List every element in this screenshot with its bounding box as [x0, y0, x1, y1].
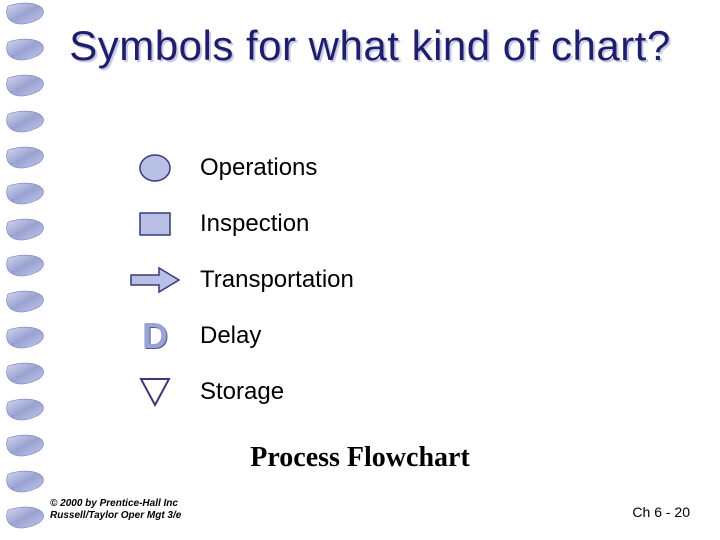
answer-text: Process Flowchart — [0, 442, 720, 474]
page-number: Ch 6 - 20 — [632, 504, 690, 520]
symbol-row-operations: Operations — [120, 140, 620, 196]
copyright-line1: © 2000 by Prentice-Hall Inc — [50, 498, 181, 510]
symbol-list: Operations Inspection Transportation D D… — [120, 140, 620, 420]
copyright-line2: Russell/Taylor Oper Mgt 3/e — [50, 510, 181, 522]
spiral-binding — [0, 0, 60, 540]
delay-icon: D — [120, 315, 190, 357]
storage-label: Storage — [200, 378, 284, 406]
delay-letter: D — [142, 315, 168, 357]
storage-icon — [120, 375, 190, 409]
delay-label: Delay — [200, 322, 261, 350]
inspection-label: Inspection — [200, 210, 309, 238]
symbol-row-transportation: Transportation — [120, 252, 620, 308]
symbol-row-delay: D Delay — [120, 308, 620, 364]
symbol-row-inspection: Inspection — [120, 196, 620, 252]
transportation-label: Transportation — [200, 266, 354, 294]
symbol-row-storage: Storage — [120, 364, 620, 420]
copyright: © 2000 by Prentice-Hall Inc Russell/Tayl… — [50, 498, 181, 522]
operations-label: Operations — [200, 154, 317, 182]
operations-icon — [120, 152, 190, 184]
inspection-icon — [120, 210, 190, 238]
slide-title: Symbols for what kind of chart? — [60, 22, 680, 70]
transportation-icon — [120, 265, 190, 295]
